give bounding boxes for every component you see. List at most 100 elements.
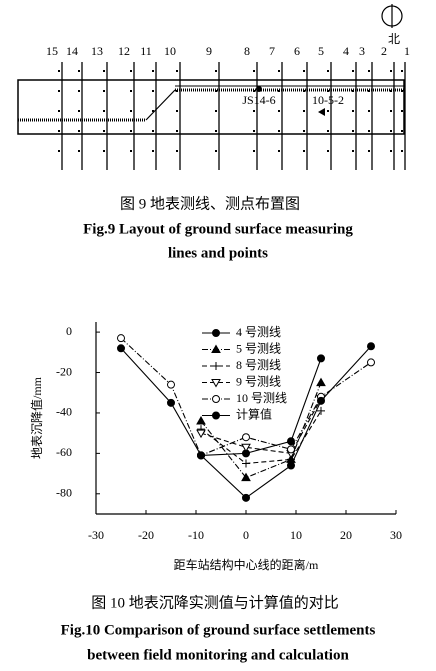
measuring-point [303,150,305,152]
legend-label: 9 号测线 [236,374,281,388]
measuring-point [103,150,105,152]
measuring-point [176,90,178,92]
measuring-point [401,70,403,72]
measuring-point [253,90,255,92]
measuring-point [278,90,280,92]
marker [287,445,295,454]
line-number: 15 [46,44,58,58]
marker [241,472,251,482]
legend-label: 5 号测线 [236,341,281,355]
marker [317,354,325,363]
y-tick-label: 0 [66,324,72,338]
caption: between field monitoring and calculation [87,647,349,663]
measuring-point [215,130,217,132]
x-tick-label: -10 [188,528,204,542]
measuring-point [278,70,280,72]
y-axis-label: 地表沉降值/mm [29,376,44,459]
measuring-point [130,70,132,72]
measuring-point [130,150,132,152]
caption: Fig.10 Comparison of ground surface sett… [61,622,376,638]
measuring-point [78,150,80,152]
x-axis-label: 距车站结构中心线的距离/m [174,557,319,572]
y-tick-label: -80 [56,486,72,500]
point-marker [256,86,262,92]
measuring-point [58,150,60,152]
marker [367,358,375,367]
measuring-point [327,150,329,152]
line-number: 12 [118,44,130,58]
marker [317,396,325,405]
measuring-point [390,150,392,152]
line-number: 9 [206,44,212,58]
measuring-point [303,70,305,72]
marker [167,380,175,389]
line-number: 3 [359,44,365,58]
line-number: 8 [244,44,250,58]
measuring-point [215,110,217,112]
point-label: 10-5-2 [312,93,344,107]
legend-marker [211,344,221,353]
measuring-point [390,110,392,112]
measuring-point [278,110,280,112]
marker [242,459,250,468]
measuring-point [327,90,329,92]
marker [117,344,125,353]
caption: Fig.9 Layout of ground surface measuring [83,221,353,237]
north-arrow [381,4,403,28]
measuring-point [152,70,154,72]
legend-marker [211,379,221,388]
measuring-point [303,90,305,92]
measuring-point [152,110,154,112]
x-tick-label: 0 [243,528,249,542]
measuring-point [103,70,105,72]
measuring-point [253,150,255,152]
measuring-point [152,130,154,132]
measuring-point [215,70,217,72]
line-number: 13 [91,44,103,58]
measuring-point [176,130,178,132]
measuring-point [103,90,105,92]
measuring-point [390,70,392,72]
line-number: 10 [164,44,176,58]
measuring-point [78,110,80,112]
measuring-point [130,110,132,112]
measuring-point [215,150,217,152]
legend-label: 8 号测线 [236,358,281,372]
y-tick-label: -20 [56,364,72,378]
measuring-point [78,90,80,92]
marker [317,406,325,415]
point-label: JS14-6 [242,93,275,107]
marker [167,398,175,407]
measuring-point [103,130,105,132]
line-number: 5 [318,44,324,58]
y-tick-label: -40 [56,405,72,419]
x-tick-label: 20 [340,528,352,542]
measuring-point [303,130,305,132]
caption: 图 10 地表沉降实测值与计算值的对比 [91,593,339,611]
measuring-point [152,150,154,152]
x-tick-label: 10 [290,528,302,542]
x-tick-label: -20 [138,528,154,542]
measuring-point [278,130,280,132]
measuring-point [401,90,403,92]
caption: 图 9 地表测线、测点布置图 [120,195,300,212]
measuring-point [130,90,132,92]
series-line [200,358,322,456]
measuring-point [253,70,255,72]
marker [196,429,206,439]
legend-marker [212,395,220,403]
measuring-point [368,90,370,92]
line-number: 7 [269,44,275,58]
measuring-point [327,130,329,132]
measuring-point [176,110,178,112]
marker [241,443,251,453]
measuring-point [253,110,255,112]
x-tick-label: 30 [390,528,402,542]
legend-label: 10 号测线 [236,391,287,405]
measuring-point [401,110,403,112]
series-line [200,398,322,454]
measuring-point [58,90,60,92]
marker [242,433,250,442]
measuring-point [352,110,354,112]
measuring-point [352,150,354,152]
